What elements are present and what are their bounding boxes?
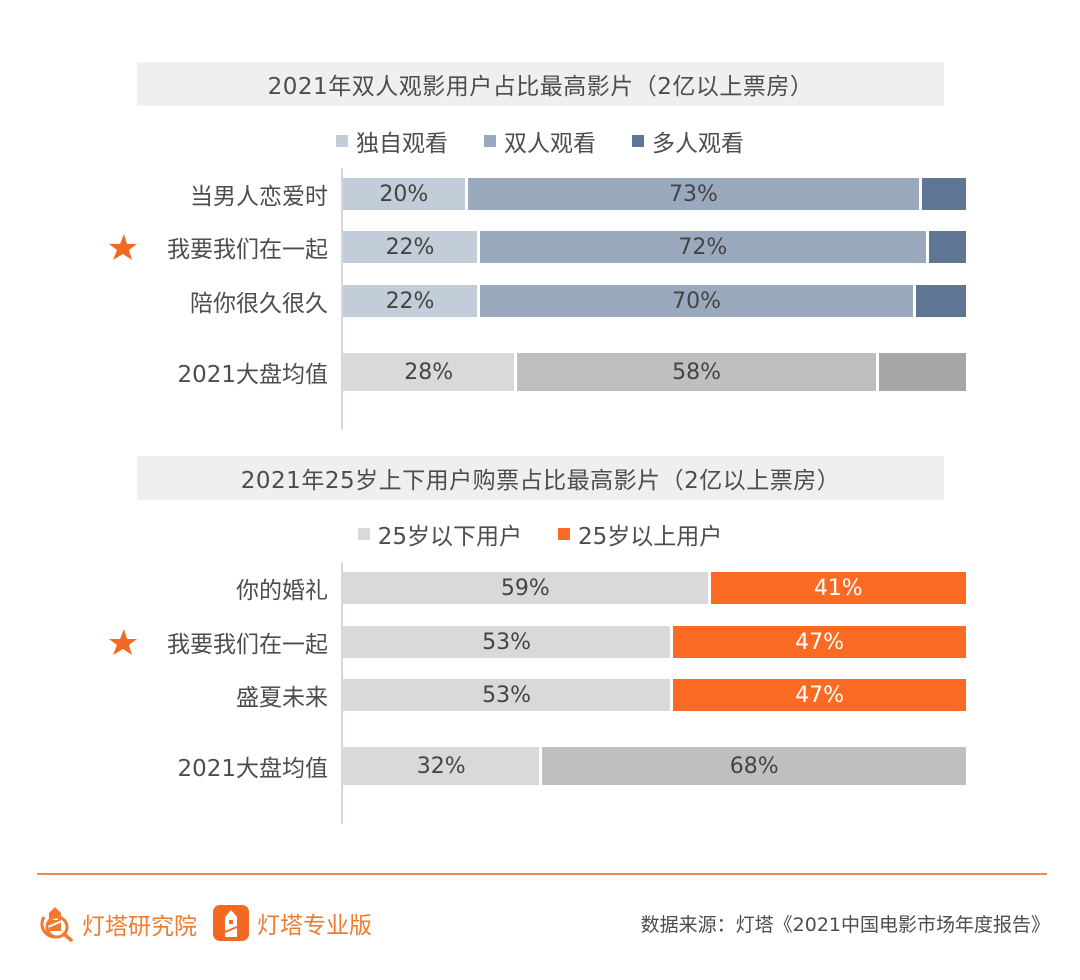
bar-segment: [878, 353, 966, 391]
highlight-star-icon: [109, 234, 137, 260]
bar-row: 22% 72%: [343, 231, 966, 263]
highlight-star-icon: [109, 629, 137, 655]
data-label: 47%: [795, 629, 845, 655]
legend-item-pair: 双人观看: [484, 124, 596, 158]
brand-dengta-pro: 灯塔专业版: [213, 905, 372, 941]
bar-row: 53% 47%: [343, 679, 966, 711]
bar-segment: 22%: [343, 285, 478, 317]
data-source: 数据来源：灯塔《2021中国电影市场年度报告》: [640, 914, 1050, 936]
data-label: 20%: [379, 181, 429, 207]
bar-segment: 20%: [343, 178, 465, 210]
dengta-research-logo-icon: [40, 907, 73, 942]
chart1-title: 2021年双人观影用户占比最高影片（2亿以上票房）: [137, 62, 944, 106]
bar-segment: 53%: [343, 626, 671, 658]
legend-swatch-group: [632, 135, 644, 147]
data-label: 73%: [669, 181, 718, 207]
bar-segment: 22%: [343, 231, 478, 263]
legend-label-solo: 独自观看: [356, 131, 448, 157]
category-label: 盛夏未来: [236, 685, 328, 711]
bar-segment: 47%: [673, 626, 966, 658]
bar-segment: [922, 178, 966, 210]
brand-dengta-research: 灯塔研究院: [36, 905, 197, 943]
data-label: 22%: [385, 234, 435, 260]
data-label: 41%: [813, 575, 863, 601]
bar-segment: 53%: [343, 679, 671, 711]
bar-segment: 41%: [710, 572, 966, 604]
category-label: 陪你很久很久: [190, 291, 328, 317]
bar-segment: 72%: [480, 231, 926, 263]
bar-segment: [916, 285, 966, 317]
category-label: 2021大盘均值: [177, 756, 328, 782]
legend-swatch-over25: [558, 528, 570, 540]
bar-row: 53% 47%: [343, 626, 966, 658]
chart2-title: 2021年25岁上下用户购票占比最高影片（2亿以上票房）: [137, 456, 944, 500]
bar-row: 28% 58%: [343, 353, 966, 391]
data-label: 28%: [404, 359, 454, 385]
legend-item-solo: 独自观看: [336, 124, 448, 158]
legend-item-under25: 25岁以下用户: [357, 517, 522, 551]
legend-swatch-pair: [484, 135, 496, 147]
bar-segment: 32%: [343, 747, 540, 785]
bar-row: 32% 68%: [343, 747, 966, 785]
bar-segment: 28%: [343, 353, 515, 391]
legend-swatch-under25: [357, 528, 370, 540]
legend-item-group: 多人观看: [632, 124, 744, 158]
bar-row: 59% 41%: [343, 572, 966, 604]
category-label: 我要我们在一起: [167, 237, 328, 263]
bar-row: 20% 73%: [343, 178, 966, 210]
category-label: 2021大盘均值: [177, 362, 328, 388]
bar-segment: 68%: [542, 747, 966, 785]
bar-segment: 58%: [517, 353, 876, 391]
bar-segment: [928, 231, 966, 263]
legend-swatch-solo: [336, 135, 348, 147]
footer-divider: [37, 873, 1047, 875]
chart2-axis-line: [341, 562, 343, 824]
data-label: 47%: [795, 682, 845, 708]
legend-label-over25: 25岁以上用户: [578, 524, 723, 550]
data-label: 32%: [416, 753, 466, 779]
data-label: 59%: [500, 575, 550, 601]
data-label: 70%: [672, 288, 722, 314]
data-label: 22%: [385, 288, 435, 314]
data-label: 58%: [672, 359, 722, 385]
legend-item-over25: 25岁以上用户: [558, 517, 722, 551]
data-label: 53%: [482, 682, 532, 708]
brand1-label: 灯塔研究院: [82, 914, 197, 940]
category-label: 当男人恋爱时: [190, 184, 328, 210]
dengta-pro-logo-icon: [213, 905, 249, 941]
brand2-label: 灯塔专业版: [257, 913, 372, 939]
chart2-legend: 25岁以下用户 25岁以上用户: [0, 517, 1080, 551]
category-label: 你的婚礼: [236, 578, 328, 604]
legend-label-under25: 25岁以下用户: [377, 524, 522, 550]
category-label: 我要我们在一起: [167, 632, 328, 658]
data-label: 72%: [678, 234, 728, 260]
bar-segment: 70%: [480, 285, 914, 317]
legend-label-pair: 双人观看: [504, 131, 596, 157]
chart1-axis-line: [341, 168, 343, 430]
bar-segment: 47%: [673, 679, 966, 711]
bar-segment: 73%: [467, 178, 920, 210]
bar-segment: 59%: [343, 572, 708, 604]
data-label: 53%: [482, 629, 532, 655]
legend-label-group: 多人观看: [652, 131, 744, 157]
data-label: 68%: [729, 753, 779, 779]
bar-row: 22% 70%: [343, 285, 966, 317]
chart1-legend: 独自观看 双人观看 多人观看: [0, 124, 1080, 158]
